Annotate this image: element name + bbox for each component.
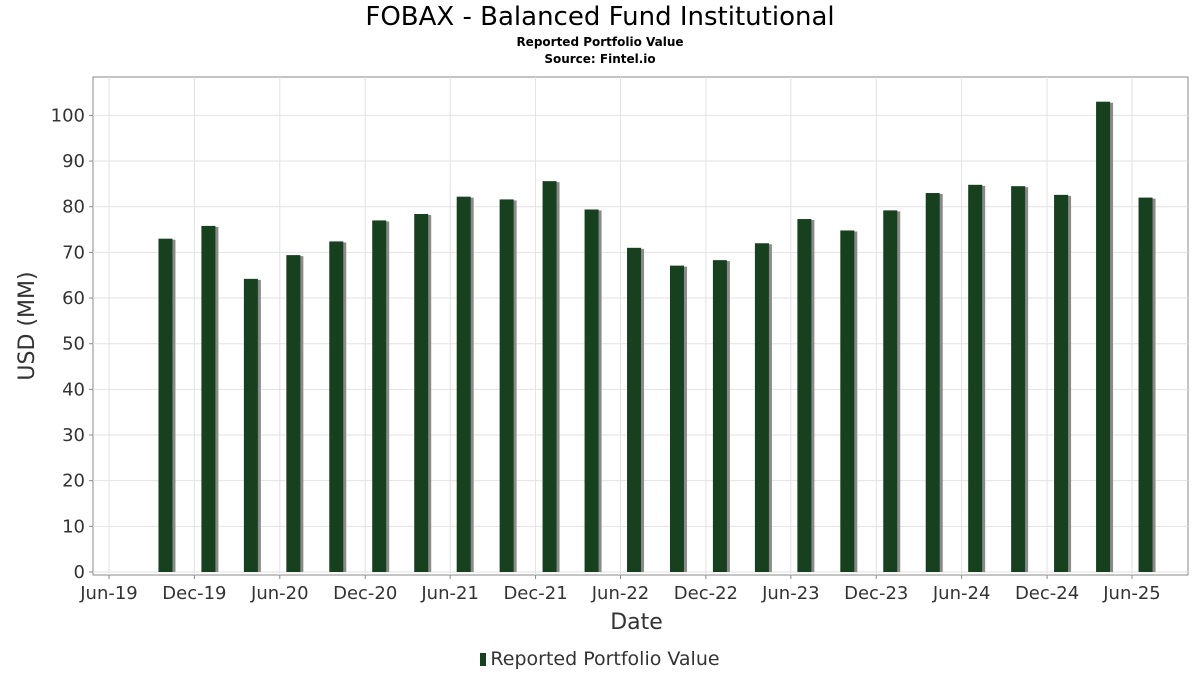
y-tick-label: 60 xyxy=(62,288,85,309)
y-tick-label: 20 xyxy=(62,471,85,492)
x-tick-label: Dec-23 xyxy=(844,583,908,604)
legend-label: Reported Portfolio Value xyxy=(490,648,720,670)
bar xyxy=(542,181,557,573)
legend: Reported Portfolio Value xyxy=(0,648,1200,670)
x-tick-label: Jun-24 xyxy=(932,583,991,604)
y-tick-label: 10 xyxy=(62,516,85,537)
bar xyxy=(840,230,855,572)
chart-source: Source: Fintel.io xyxy=(544,52,656,66)
bar xyxy=(286,255,301,572)
bar xyxy=(414,214,429,572)
bar xyxy=(669,265,684,572)
bar xyxy=(1096,101,1111,573)
y-axis-title: USD (MM) xyxy=(15,271,40,380)
x-axis-title: Date xyxy=(610,610,663,635)
bar xyxy=(243,278,258,572)
x-tick-label: Jun-21 xyxy=(420,583,479,604)
bar xyxy=(797,219,812,572)
y-tick-label: 80 xyxy=(62,197,85,218)
bar xyxy=(1138,197,1153,572)
bar xyxy=(158,238,173,572)
x-tick-label: Jun-20 xyxy=(250,583,309,604)
bar xyxy=(372,220,387,572)
x-tick-label: Dec-24 xyxy=(1015,583,1079,604)
bar xyxy=(1054,194,1069,573)
y-tick-label: 90 xyxy=(62,151,85,172)
y-tick-label: 70 xyxy=(62,242,85,263)
x-tick-label: Dec-21 xyxy=(503,583,567,604)
x-tick-label: Jun-25 xyxy=(1102,583,1161,604)
chart-subtitle: Reported Portfolio Value xyxy=(516,35,684,49)
bar xyxy=(584,209,599,572)
bar xyxy=(754,243,769,573)
bar xyxy=(329,241,344,572)
y-tick-label: 40 xyxy=(62,379,85,400)
x-tick-label: Dec-20 xyxy=(333,583,397,604)
bar xyxy=(968,184,983,572)
x-tick-label: Dec-19 xyxy=(162,583,226,604)
bar xyxy=(627,247,642,572)
bar xyxy=(883,210,898,572)
x-tick-label: Jun-22 xyxy=(591,583,650,604)
bar xyxy=(712,260,727,572)
y-tick-label: 0 xyxy=(74,562,85,583)
bar xyxy=(201,225,216,572)
y-tick-label: 30 xyxy=(62,425,85,446)
chart-title: FOBAX - Balanced Fund Institutional xyxy=(365,2,835,32)
bar xyxy=(1011,186,1026,572)
bar xyxy=(499,199,514,572)
x-tick-label: Jun-23 xyxy=(761,583,820,604)
x-tick-label: Jun-19 xyxy=(79,583,138,604)
legend-swatch xyxy=(480,653,487,666)
bar xyxy=(456,196,471,572)
y-tick-label: 100 xyxy=(51,105,85,126)
x-tick-label: Dec-22 xyxy=(674,583,738,604)
bar xyxy=(925,193,940,572)
y-tick-label: 50 xyxy=(62,334,85,355)
